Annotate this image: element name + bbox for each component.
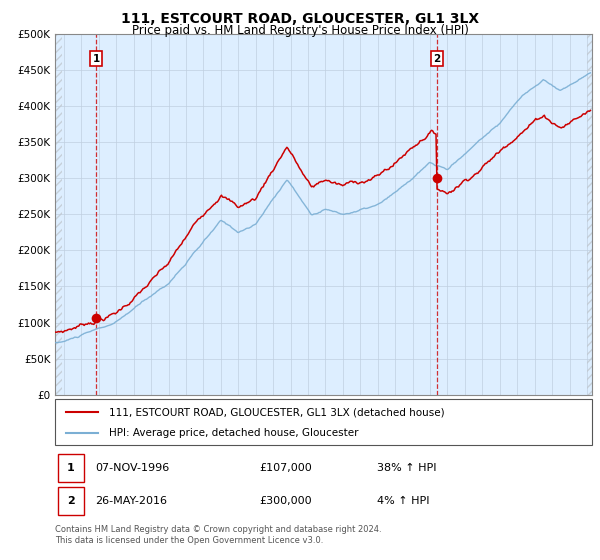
- Bar: [587, 34, 592, 395]
- Text: 4% ↑ HPI: 4% ↑ HPI: [377, 497, 430, 506]
- Text: 38% ↑ HPI: 38% ↑ HPI: [377, 463, 437, 473]
- Bar: [58, 454, 83, 482]
- Text: 111, ESTCOURT ROAD, GLOUCESTER, GL1 3LX: 111, ESTCOURT ROAD, GLOUCESTER, GL1 3LX: [121, 12, 479, 26]
- Text: £107,000: £107,000: [259, 463, 312, 473]
- Bar: [58, 487, 83, 515]
- Text: £300,000: £300,000: [259, 497, 312, 506]
- Text: 07-NOV-1996: 07-NOV-1996: [95, 463, 170, 473]
- Text: 26-MAY-2016: 26-MAY-2016: [95, 497, 167, 506]
- Bar: [55, 34, 62, 395]
- Text: 2: 2: [67, 497, 74, 506]
- Text: HPI: Average price, detached house, Gloucester: HPI: Average price, detached house, Glou…: [109, 428, 358, 438]
- Text: 111, ESTCOURT ROAD, GLOUCESTER, GL1 3LX (detached house): 111, ESTCOURT ROAD, GLOUCESTER, GL1 3LX …: [109, 407, 445, 417]
- Text: 1: 1: [92, 54, 100, 64]
- Text: 1: 1: [67, 463, 74, 473]
- Text: Contains HM Land Registry data © Crown copyright and database right 2024.
This d: Contains HM Land Registry data © Crown c…: [55, 525, 382, 545]
- Text: 2: 2: [433, 54, 440, 64]
- Text: Price paid vs. HM Land Registry's House Price Index (HPI): Price paid vs. HM Land Registry's House …: [131, 24, 469, 36]
